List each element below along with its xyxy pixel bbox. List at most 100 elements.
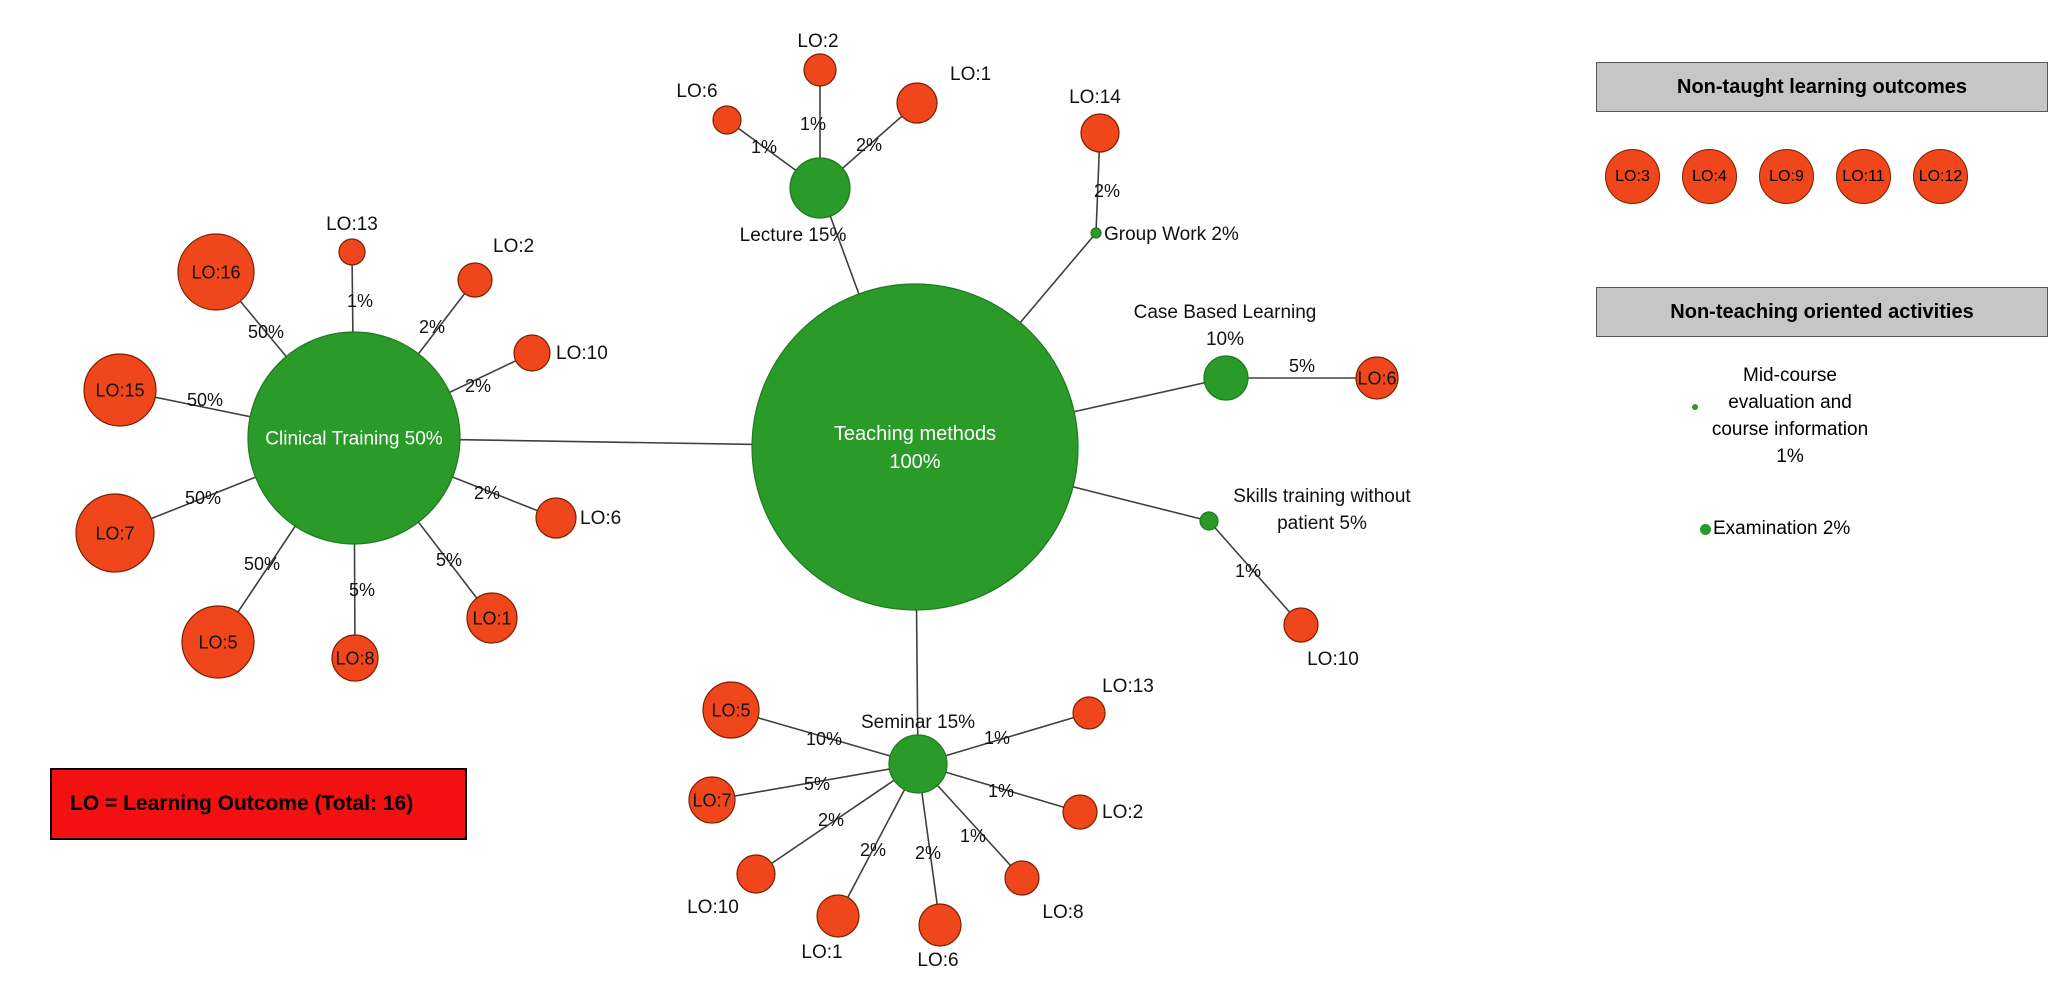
non-taught-header: Non-taught learning outcomes	[1596, 62, 2048, 112]
edge-label-lecture-lec-lo2: 1%	[800, 114, 826, 134]
node-label-sem-lo7: LO:7	[692, 790, 731, 810]
node-teaching-methods	[751, 283, 1079, 611]
node-sem-lo2	[1062, 794, 1098, 830]
edge-label-clinical-training-ct-lo8: 5%	[349, 580, 375, 600]
edge-label-clinical-training-ct-lo10: 2%	[465, 376, 491, 396]
edge-label-clinical-training-ct-lo13: 1%	[347, 291, 373, 311]
node-label-lecture: Lecture 15%	[740, 225, 847, 246]
node-label-sem-lo10: LO:10	[687, 897, 739, 918]
edge-label-clinical-training-ct-lo7: 50%	[185, 488, 221, 508]
node-ct-lo5	[181, 605, 255, 679]
node-label-cbl-lo6: LO:6	[1357, 368, 1396, 388]
edge-label-group-work-gw-lo14: 2%	[1094, 181, 1120, 201]
node-label-clinical-training: Clinical Training 50%	[265, 429, 443, 450]
node-sem-lo10	[736, 854, 776, 894]
node-sem-lo1	[816, 894, 860, 938]
non-taught-lo-circle: LO:11	[1836, 149, 1891, 204]
node-st-lo10	[1283, 607, 1319, 643]
node-sem-lo6	[918, 903, 962, 947]
node-label-st-lo10: LO:10	[1307, 649, 1359, 670]
non-taught-lo-circle: LO:9	[1759, 149, 1814, 204]
node-label-sem-lo1: LO:1	[801, 942, 842, 963]
edge-skills-training-st-lo10	[1208, 520, 1302, 626]
node-gw-lo14	[1080, 113, 1120, 153]
edge-label-clinical-training-ct-lo2: 2%	[419, 317, 445, 337]
node-sem-lo5	[702, 681, 760, 739]
node-cbl-lo6	[1355, 356, 1399, 400]
node-label-lec-lo1: LO:1	[950, 64, 991, 85]
node-label-teaching-methods: Teaching methods 100%	[834, 423, 996, 473]
node-label-ct-lo7: LO:7	[95, 523, 134, 543]
node-label-sem-lo13: LO:13	[1102, 676, 1154, 697]
midcourse-dot-icon	[1692, 404, 1698, 410]
node-ct-lo1	[466, 592, 518, 644]
node-ct-lo15	[83, 353, 157, 427]
examination-label: Examination 2%	[1713, 518, 1851, 539]
node-label-ct-lo5: LO:5	[198, 632, 237, 652]
node-label-gw-lo14: LO:14	[1069, 87, 1121, 108]
node-skills-training	[1199, 511, 1219, 531]
edge-label-skills-training-st-lo10: 1%	[1235, 561, 1261, 581]
edge-seminar-sem-lo13	[917, 712, 1090, 765]
edge-label-clinical-training-ct-lo15: 50%	[187, 390, 223, 410]
node-label-seminar: Seminar 15%	[861, 712, 975, 733]
non-taught-lo-row: LO:3 LO:4 LO:9 LO:11 LO:12	[1605, 149, 1968, 204]
node-label-ct-lo13: LO:13	[326, 214, 378, 235]
node-lec-lo6	[712, 105, 742, 135]
edge-label-case-based-learning-cbl-lo6: 5%	[1289, 356, 1315, 376]
node-clinical-training	[247, 331, 461, 545]
edge-label-seminar-sem-lo6: 2%	[915, 843, 941, 863]
edge-label-seminar-sem-lo2: 1%	[988, 781, 1014, 801]
edge-label-seminar-sem-lo8: 1%	[960, 826, 986, 846]
edge-label-seminar-sem-lo13: 1%	[984, 728, 1010, 748]
node-label-case-based-learning: Case Based Learning 10%	[1134, 302, 1317, 350]
node-ct-lo13	[338, 238, 366, 266]
examination-dot-icon	[1700, 523, 1711, 535]
node-ct-lo16	[177, 233, 255, 311]
edge-label-seminar-sem-lo5: 10%	[806, 729, 842, 749]
edge-label-seminar-sem-lo1: 2%	[860, 840, 886, 860]
node-label-sem-lo8: LO:8	[1042, 902, 1083, 923]
node-label-ct-lo15: LO:15	[95, 380, 144, 400]
node-seminar	[888, 734, 948, 794]
node-label-skills-training: Skills training without patient 5%	[1233, 486, 1411, 534]
non-taught-lo-circle: LO:4	[1682, 149, 1737, 204]
node-ct-lo8	[331, 634, 379, 682]
midcourse-label: Mid-course evaluation and course informa…	[1711, 365, 1869, 467]
node-case-based-learning	[1203, 355, 1249, 401]
node-label-group-work: Group Work 2%	[1104, 224, 1239, 245]
edge-label-clinical-training-ct-lo1: 5%	[436, 550, 462, 570]
node-sem-lo7	[688, 776, 736, 824]
node-label-ct-lo2: LO:2	[493, 236, 534, 257]
examination-row: Examination 2%	[1700, 518, 1850, 540]
node-group-work	[1090, 227, 1102, 239]
non-taught-lo-circle: LO:12	[1913, 149, 1968, 204]
edge-label-clinical-training-ct-lo5: 50%	[244, 554, 280, 574]
node-label-sem-lo5: LO:5	[711, 700, 750, 720]
edge-label-clinical-training-ct-lo6: 2%	[474, 483, 500, 503]
node-label-ct-lo16: LO:16	[191, 262, 240, 282]
node-lec-lo1	[896, 82, 938, 124]
edge-label-seminar-sem-lo10: 2%	[818, 810, 844, 830]
node-sem-lo13	[1072, 696, 1106, 730]
edge-label-seminar-sem-lo7: 5%	[804, 774, 830, 794]
legend-box: LO = Learning Outcome (Total: 16)	[50, 768, 467, 840]
node-ct-lo10	[513, 334, 551, 372]
node-label-lec-lo2: LO:2	[797, 31, 838, 52]
node-ct-lo6	[535, 497, 577, 539]
node-label-sem-lo6: LO:6	[917, 950, 958, 971]
node-label-sem-lo2: LO:2	[1102, 802, 1143, 823]
non-teaching-header: Non-teaching oriented activities	[1596, 287, 2048, 337]
node-label-ct-lo10: LO:10	[556, 343, 608, 364]
node-label-ct-lo1: LO:1	[472, 608, 511, 628]
node-sem-lo8	[1004, 860, 1040, 896]
edge-seminar-sem-lo5	[730, 709, 919, 765]
node-label-ct-lo8: LO:8	[335, 648, 374, 668]
edge-seminar-sem-lo7	[711, 763, 919, 801]
node-ct-lo2	[457, 262, 493, 298]
node-label-lec-lo6: LO:6	[676, 81, 717, 102]
node-ct-lo7	[75, 493, 155, 573]
node-lecture	[789, 157, 851, 219]
